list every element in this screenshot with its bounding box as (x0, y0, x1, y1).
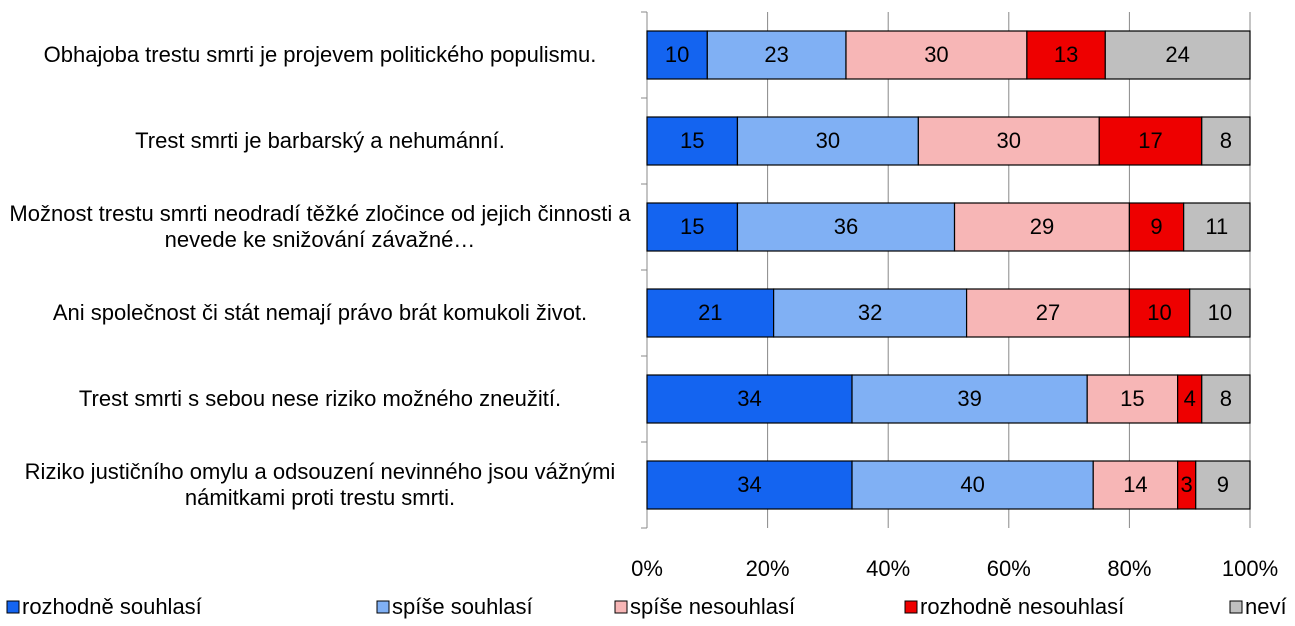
data-label: 36 (834, 214, 858, 239)
legend-label: spíše souhlasí (392, 594, 533, 619)
x-tick-label: 80% (1107, 556, 1151, 581)
data-label: 15 (1120, 386, 1144, 411)
bar-segment (1177, 374, 1203, 424)
legend-swatch (614, 600, 628, 614)
x-tick-label: 60% (987, 556, 1031, 581)
data-label: 10 (1208, 300, 1232, 325)
data-label: 34 (737, 386, 761, 411)
bar-segment (917, 116, 1100, 166)
bar-segment (736, 202, 956, 252)
y-tick-label: Trest smrti je barbarský a nehumánní. (135, 128, 505, 153)
data-label: 3 (1181, 472, 1193, 497)
y-tick-label: Obhajoba trestu smrti je projevem politi… (43, 42, 597, 67)
bar-segment (646, 202, 739, 252)
data-label: 23 (764, 42, 788, 67)
data-label: 8 (1220, 128, 1232, 153)
data-label: 15 (680, 128, 704, 153)
legend-swatch (904, 600, 918, 614)
data-label: 13 (1054, 42, 1078, 67)
bar-segment (953, 202, 1131, 252)
bar-segment (646, 30, 708, 80)
bar-segment (646, 116, 739, 166)
bar-segment (706, 30, 847, 80)
bar-segment (1201, 374, 1251, 424)
legend-swatch (376, 600, 390, 614)
bar-segment (851, 460, 1094, 510)
bar-segment (1183, 202, 1251, 252)
bar-segment (1201, 116, 1251, 166)
bar-segment (1128, 288, 1191, 338)
x-tick-label: 0% (631, 556, 663, 581)
bar-segment (1098, 116, 1203, 166)
bar-segment (736, 116, 919, 166)
bar-segment (646, 460, 853, 510)
data-label: 30 (816, 128, 840, 153)
data-label: 21 (698, 300, 722, 325)
legend-swatch (1229, 600, 1243, 614)
bar-segment (1092, 460, 1179, 510)
data-label: 30 (924, 42, 948, 67)
data-label: 34 (737, 472, 761, 497)
bar-segment (773, 288, 968, 338)
y-tick-label: Ani společnost či stát nemají právo brát… (52, 300, 588, 325)
data-label: 17 (1138, 128, 1162, 153)
x-tick-label: 100% (1222, 556, 1278, 581)
bar-segment (646, 288, 775, 338)
data-label: 39 (957, 386, 981, 411)
bar-segment (965, 288, 1131, 338)
data-label: 4 (1184, 386, 1196, 411)
data-label: 30 (997, 128, 1021, 153)
bar-segment (1104, 30, 1251, 80)
legend-label: rozhodně souhlasí (22, 594, 202, 619)
legend-swatch (6, 600, 20, 614)
x-tick-label: 40% (866, 556, 910, 581)
data-label: 8 (1220, 386, 1232, 411)
bar-segment (1128, 202, 1185, 252)
data-label: 27 (1036, 300, 1060, 325)
legend-label: spíše nesouhlasí (630, 594, 795, 619)
data-label: 9 (1217, 472, 1229, 497)
y-tick-label: Riziko justičního omylu a odsouzení nevi… (24, 459, 616, 510)
data-label: 32 (858, 300, 882, 325)
data-label: 9 (1150, 214, 1162, 239)
bar-segment (845, 30, 1028, 80)
y-tick-label: Trest smrti s sebou nese riziko možného … (78, 386, 562, 411)
data-label: 24 (1165, 42, 1189, 67)
legend-label: rozhodně nesouhlasí (920, 594, 1124, 619)
data-label: 40 (960, 472, 984, 497)
bar-segment (1189, 288, 1251, 338)
data-label: 10 (665, 42, 689, 67)
data-label: 14 (1123, 472, 1147, 497)
data-label: 29 (1030, 214, 1054, 239)
data-label: 10 (1147, 300, 1171, 325)
bar-segment (646, 374, 853, 424)
y-tick-label: Možnost trestu smrti neodradí těžké zloč… (9, 201, 631, 252)
bar-segment (1195, 460, 1251, 510)
data-label: 15 (680, 214, 704, 239)
legend-label: neví (1245, 594, 1287, 619)
bar-segment (1086, 374, 1179, 424)
bar-segment (851, 374, 1088, 424)
x-tick-label: 20% (746, 556, 790, 581)
data-label: 11 (1205, 214, 1228, 239)
